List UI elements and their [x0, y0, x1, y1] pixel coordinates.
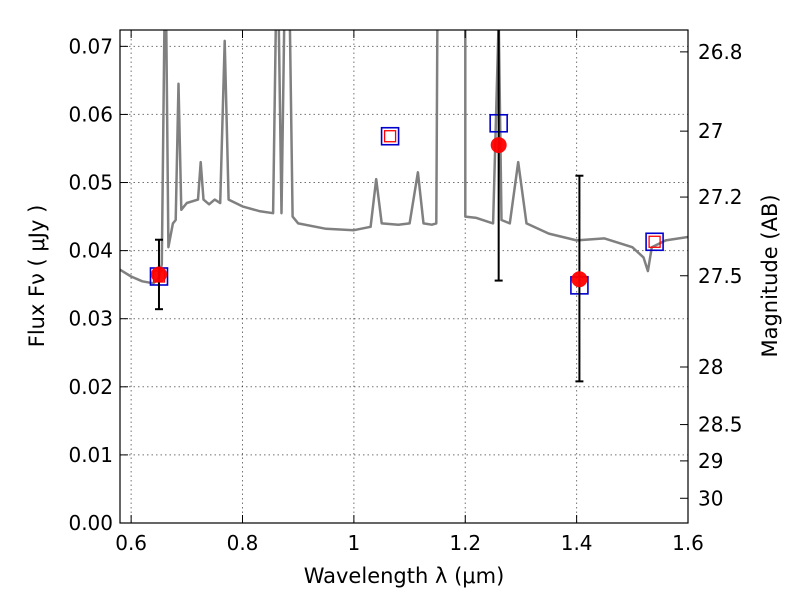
y-tick-label: 0.02	[68, 375, 113, 399]
right-tick-label: 29	[698, 449, 723, 473]
observed-flux-point	[490, 137, 507, 154]
right-tick-label: 27	[698, 119, 723, 143]
model-photometry-small-square	[383, 130, 397, 143]
y-tick-label: 0.06	[68, 102, 113, 126]
y-tick-label: 0.03	[68, 307, 113, 331]
ticks	[120, 30, 689, 524]
y-tick-label: 0.04	[68, 239, 113, 263]
model-photometry-square	[645, 232, 664, 252]
model-spectrum-line	[120, 30, 688, 285]
y-axis-title: Flux Fν ( μJy )	[25, 205, 49, 348]
observed-flux-point	[571, 271, 588, 288]
y-tick-label: 0.00	[68, 511, 113, 535]
y-tick-label: 0.07	[68, 34, 113, 58]
right-tick-label: 27.2	[698, 185, 743, 209]
right-tick-label: 27.5	[698, 264, 743, 288]
y-tick-label: 0.01	[68, 443, 113, 467]
right-tick-label: 28	[698, 355, 723, 379]
right-tick-label: 30	[698, 486, 723, 510]
tick-labels: 0.6 0.8 1 1.2 1.4 1.6 0.00 0.01 0.02 0.03 0.04 0.05…	[68, 34, 742, 555]
x-tick-label: 1.4	[561, 531, 593, 555]
model-photometry-small-square	[648, 235, 661, 248]
x-axis-title: Wavelength λ (μm)	[304, 564, 505, 588]
x-tick-label: 1.6	[672, 531, 704, 555]
right-axis-title: Magnitude (AB)	[758, 194, 782, 357]
x-tick-label: 1.2	[449, 531, 481, 555]
right-tick-label: 28.5	[698, 413, 743, 437]
y-tick-label: 0.05	[68, 171, 113, 195]
data-layer	[120, 30, 688, 383]
x-tick-label: 1	[348, 531, 361, 555]
plot-frame	[119, 29, 689, 524]
x-tick-label: 0.8	[227, 531, 259, 555]
model-photometry-square	[380, 126, 400, 146]
right-tick-label: 26.8	[698, 40, 743, 64]
x-tick-label: 0.6	[115, 531, 147, 555]
observed-flux-point	[150, 266, 167, 283]
